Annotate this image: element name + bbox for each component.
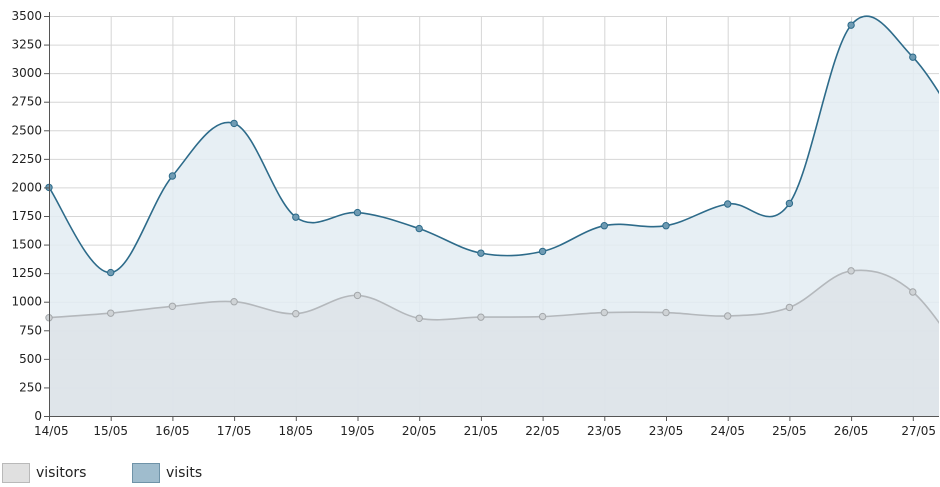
y-tick-label-4: 1000 bbox=[11, 295, 42, 309]
area-visitors bbox=[49, 270, 939, 416]
y-tick-label-11: 2750 bbox=[11, 95, 42, 109]
legend-label-visits: visits bbox=[166, 465, 203, 481]
y-tick-label-7: 1750 bbox=[11, 209, 42, 223]
point-visits-6 bbox=[415, 224, 423, 233]
point-visitors-11 bbox=[724, 312, 732, 320]
legend-label-visitors: visitors bbox=[36, 465, 87, 481]
point-visits-13 bbox=[847, 21, 855, 29]
x-tick-label-12: 25/05 bbox=[772, 424, 807, 438]
point-visits-11 bbox=[724, 200, 732, 208]
x-tick-label-9: 23/05 bbox=[587, 424, 622, 438]
point-visitors-4 bbox=[292, 310, 300, 318]
point-visitors-10 bbox=[662, 308, 670, 317]
point-visitors-12 bbox=[785, 303, 794, 312]
line-visits bbox=[49, 15, 939, 274]
point-visitors-14 bbox=[909, 288, 917, 296]
x-tick-label-3: 17/05 bbox=[217, 424, 252, 438]
point-visitors-13 bbox=[847, 267, 855, 275]
y-tick-label-2: 500 bbox=[19, 352, 42, 366]
legend-item-visits[interactable]: visits bbox=[132, 462, 202, 484]
point-visitors-1 bbox=[107, 309, 115, 317]
point-visits-8 bbox=[538, 247, 547, 256]
y-tick-label-6: 1500 bbox=[11, 238, 42, 252]
point-visits-9 bbox=[600, 222, 608, 230]
x-tick-label-14: 27/05 bbox=[901, 424, 936, 438]
line-visitors bbox=[49, 269, 939, 325]
point-visits-10 bbox=[662, 222, 670, 230]
point-visits-14 bbox=[909, 53, 917, 61]
x-tick-label-7: 21/05 bbox=[464, 424, 499, 438]
point-visitors-7 bbox=[477, 313, 485, 321]
point-visitors-6 bbox=[415, 314, 423, 322]
y-tick-label-9: 2250 bbox=[11, 152, 42, 166]
x-tick-label-10: 23/05 bbox=[649, 424, 684, 438]
point-visitors-3 bbox=[230, 298, 238, 306]
y-tick-label-8: 2000 bbox=[11, 180, 42, 194]
point-visitors-8 bbox=[538, 312, 547, 321]
x-tick-label-11: 24/05 bbox=[710, 424, 745, 438]
area-chart: 0 250 500 750 1000 1250 1500 1750 2000 2250 2500 27… bbox=[11, 9, 939, 438]
point-visits-4 bbox=[292, 213, 300, 221]
point-visits-1 bbox=[107, 268, 115, 277]
point-visitors-2 bbox=[168, 302, 177, 310]
point-visits-2 bbox=[168, 172, 177, 180]
point-visits-7 bbox=[477, 249, 485, 257]
y-tick-label-13: 3250 bbox=[11, 38, 42, 52]
x-tick-label-6: 20/05 bbox=[402, 424, 437, 438]
y-tick-label-14: 3500 bbox=[11, 9, 42, 23]
legend-swatch-visits bbox=[132, 463, 160, 483]
y-tick-label-1: 250 bbox=[19, 380, 42, 394]
x-tick-label-4: 18/05 bbox=[279, 424, 314, 438]
x-tick-label-0: 14/05 bbox=[34, 424, 69, 438]
point-visits-3 bbox=[230, 119, 238, 128]
y-tick-label-5: 1250 bbox=[11, 266, 42, 280]
y-tick-label-3: 750 bbox=[19, 323, 42, 337]
y-tick-label-12: 3000 bbox=[11, 66, 42, 80]
point-visitors-5 bbox=[353, 291, 362, 300]
x-tick-label-8: 22/05 bbox=[525, 424, 560, 438]
legend-swatch-visitors bbox=[2, 463, 30, 483]
x-tick-label-5: 19/05 bbox=[340, 424, 375, 438]
x-tick-label-2: 16/05 bbox=[155, 424, 190, 438]
x-tick-label-13: 26/05 bbox=[834, 424, 869, 438]
y-tick-label-10: 2500 bbox=[11, 123, 42, 137]
x-tick-label-1: 15/05 bbox=[93, 424, 128, 438]
y-tick-label-0: 0 bbox=[34, 409, 42, 423]
legend: visitors visits bbox=[0, 460, 940, 487]
legend-item-visitors[interactable]: visitors bbox=[2, 462, 86, 484]
point-visits-5 bbox=[353, 208, 362, 217]
point-visits-12 bbox=[785, 199, 794, 208]
point-visitors-9 bbox=[600, 308, 608, 317]
